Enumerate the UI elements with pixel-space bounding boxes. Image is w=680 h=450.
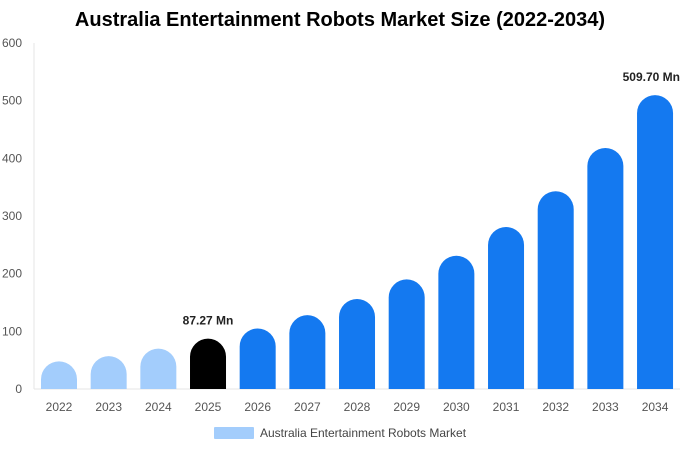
x-tick-label: 2030 bbox=[443, 400, 470, 414]
bar-2025 bbox=[190, 338, 227, 389]
y-tick-label: 400 bbox=[2, 151, 22, 165]
bar-2031 bbox=[488, 226, 525, 389]
bar-2032 bbox=[537, 191, 574, 389]
y-tick-label: 100 bbox=[2, 324, 22, 338]
bar-2033 bbox=[587, 147, 624, 389]
data-label-2034: 509.70 Mn bbox=[623, 70, 680, 84]
x-tick-label: 2029 bbox=[393, 400, 420, 414]
bar-2034 bbox=[637, 95, 674, 389]
y-tick-label: 200 bbox=[2, 267, 22, 281]
data-label-2025: 87.27 Mn bbox=[183, 314, 234, 328]
bars bbox=[41, 95, 674, 389]
y-tick-label: 600 bbox=[2, 36, 22, 50]
x-tick-label: 2028 bbox=[344, 400, 371, 414]
x-tick-label: 2031 bbox=[493, 400, 520, 414]
y-tick-label: 500 bbox=[2, 94, 22, 108]
bar-2030 bbox=[438, 255, 475, 389]
x-tick-label: 2034 bbox=[642, 400, 669, 414]
x-tick-label: 2033 bbox=[592, 400, 619, 414]
x-tick-label: 2032 bbox=[542, 400, 569, 414]
labels: 2022 2023 2024 2025 2026 2027 2028 2029 2030 2031… bbox=[46, 70, 680, 414]
x-tick-label: 2023 bbox=[95, 400, 122, 414]
legend-label: Australia Entertainment Robots Market bbox=[259, 426, 467, 440]
y-tick-label: 300 bbox=[2, 209, 22, 223]
x-tick-label: 2027 bbox=[294, 400, 321, 414]
x-tick-label: 2025 bbox=[195, 400, 222, 414]
bar-2024 bbox=[140, 348, 177, 389]
bar-2022 bbox=[41, 361, 77, 389]
bar-2026 bbox=[239, 328, 276, 389]
x-tick-label: 2024 bbox=[145, 400, 172, 414]
chart-title: Australia Entertainment Robots Market Si… bbox=[74, 9, 606, 31]
bar-2029 bbox=[388, 279, 425, 389]
y-tick-label: 0 bbox=[15, 382, 22, 396]
x-tick-label: 2026 bbox=[244, 400, 271, 414]
bar-2023 bbox=[90, 356, 127, 389]
legend: Australia Entertainment Robots Market bbox=[0, 426, 680, 440]
x-tick-label: 2022 bbox=[46, 400, 73, 414]
bar-2027 bbox=[289, 315, 326, 389]
legend-swatch bbox=[213, 427, 254, 439]
bar-2028 bbox=[339, 299, 376, 389]
